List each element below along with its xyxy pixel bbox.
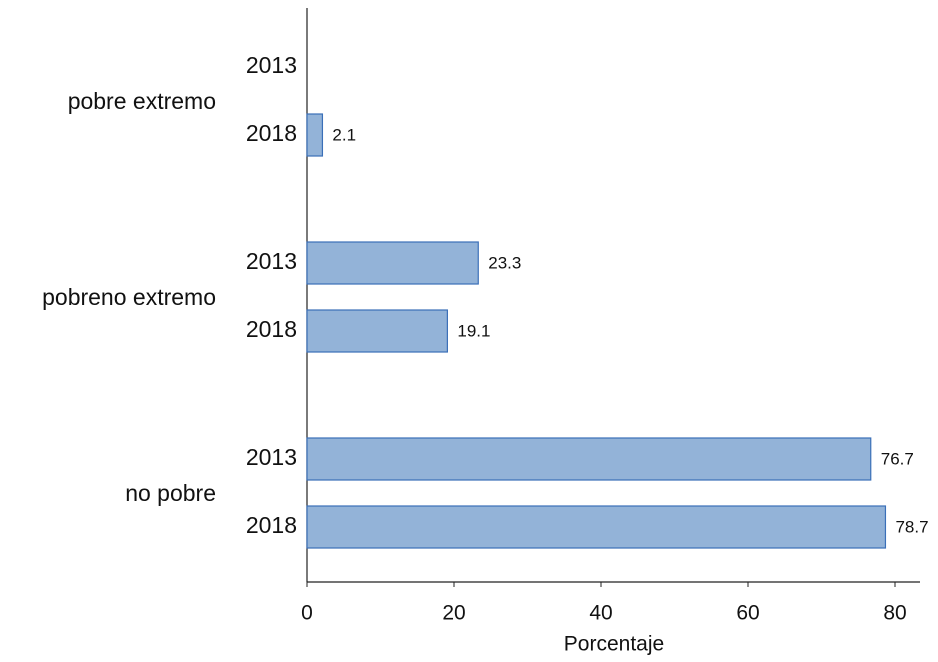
value-label: 23.3 [488, 253, 521, 272]
value-label: 76.7 [881, 449, 914, 468]
bar [306, 505, 887, 549]
bar [306, 241, 479, 285]
value-label: 19.1 [457, 321, 490, 340]
series-label: 2013 [246, 248, 297, 274]
x-tick-label: 60 [736, 602, 759, 625]
x-tick-label: 80 [883, 602, 906, 625]
bar [306, 437, 872, 481]
category-label: pobre extremo [68, 88, 216, 114]
series-label: 2018 [246, 120, 297, 146]
series-label: 2018 [246, 316, 297, 342]
x-tick-label: 40 [589, 602, 612, 625]
series-label: 2018 [246, 512, 297, 538]
bar [306, 113, 324, 157]
x-tick-label: 0 [301, 602, 313, 625]
category-label: no pobre [125, 480, 216, 506]
x-tick-label: 20 [442, 602, 465, 625]
value-label: 2.1 [332, 125, 356, 144]
bar [306, 309, 448, 353]
series-label: 2013 [246, 444, 297, 470]
series-label: 2013 [246, 52, 297, 78]
category-label: pobreno extremo [42, 284, 216, 310]
value-label: 78.7 [895, 517, 928, 536]
x-axis-label: Porcentaje [564, 633, 664, 656]
